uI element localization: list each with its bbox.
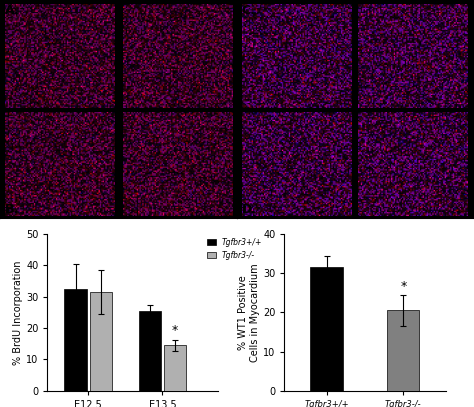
- Bar: [310, 267, 343, 391]
- Text: *: *: [400, 280, 407, 293]
- Bar: [164, 345, 186, 391]
- Bar: [64, 289, 87, 391]
- Y-axis label: % WT1 Positive
Cells in Myocardium: % WT1 Positive Cells in Myocardium: [238, 263, 260, 362]
- Bar: [90, 292, 112, 391]
- Text: B.: B.: [5, 203, 19, 216]
- Text: A.: A.: [5, 4, 19, 17]
- Text: *: *: [172, 324, 178, 337]
- Bar: [139, 311, 161, 391]
- Text: C.: C.: [242, 4, 255, 17]
- Legend: Tgfbr3+/+, Tgfbr3-/-: Tgfbr3+/+, Tgfbr3-/-: [204, 235, 265, 263]
- Y-axis label: % BrdU Incorporation: % BrdU Incorporation: [13, 260, 23, 365]
- Bar: [387, 311, 419, 391]
- Text: D.: D.: [242, 203, 257, 216]
